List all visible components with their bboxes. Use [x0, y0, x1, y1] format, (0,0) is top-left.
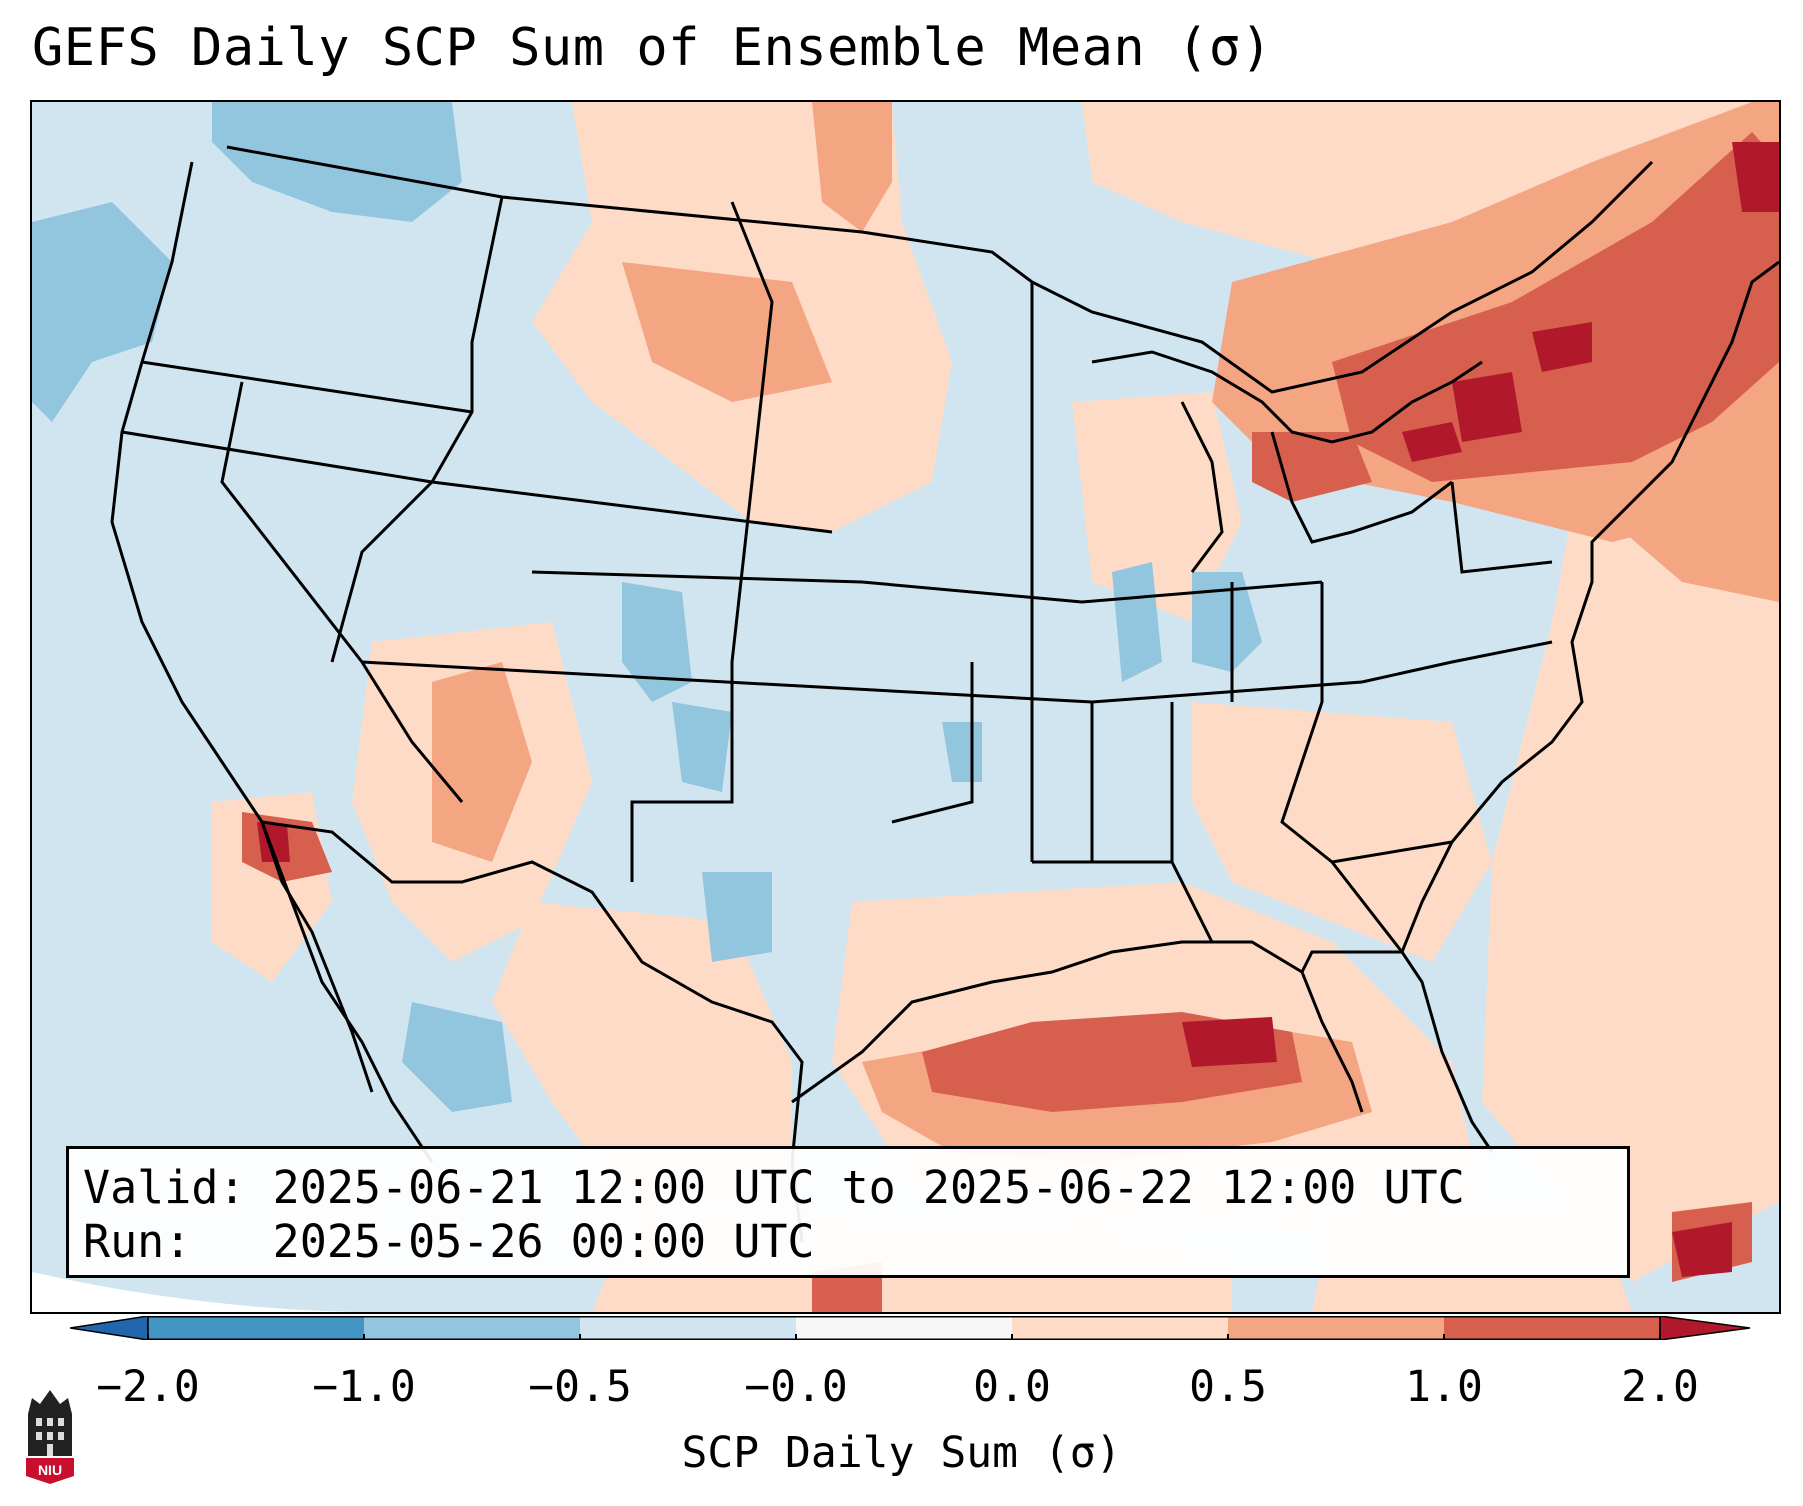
colorbar-tick-label: 0.5 [1189, 1362, 1267, 1412]
colorbar-bin-6 [1228, 1316, 1444, 1340]
colorbar-tick-label: 0.0 [973, 1362, 1051, 1412]
domain-edge [32, 1272, 432, 1312]
field-negative-mid [32, 102, 1262, 1112]
chart-title: GEFS Daily SCP Sum of Ensemble Mean (σ) [32, 18, 1273, 78]
run-info-box: Valid: 2025-06-21 12:00 UTC to 2025-06-2… [66, 1146, 1630, 1278]
colorbar-tick-label: −1.0 [312, 1362, 416, 1412]
colorbar-bin-5 [1012, 1316, 1228, 1340]
colorbar-tick-label: −2.0 [96, 1362, 200, 1412]
run-value: 2025-05-26 00:00 UTC [272, 1215, 815, 1268]
colorbar-label: SCP Daily Sum (σ) [681, 1428, 1122, 1478]
map-boundaries [110, 145, 1779, 1243]
colorbar-bin-4 [796, 1316, 1012, 1340]
logo-text: NIU [38, 1462, 62, 1478]
map-panel[interactable] [30, 100, 1781, 1314]
colorbar-outline [147, 1316, 1661, 1340]
run-line: Run: 2025-05-26 00:00 UTC [83, 1215, 1627, 1269]
colorbar-tick-label: 1.0 [1405, 1362, 1483, 1412]
valid-value: 2025-06-21 12:00 UTC to 2025-06-22 12:00… [272, 1161, 1465, 1214]
colorbar-tick-label: −0.0 [744, 1362, 848, 1412]
niu-logo-icon: NIU [26, 1390, 74, 1484]
colorbar-bin-2 [364, 1316, 580, 1340]
colorbar [70, 1316, 1750, 1340]
colorbar-bin-7 [1444, 1316, 1660, 1340]
run-label: Run: [83, 1215, 246, 1268]
valid-line: Valid: 2025-06-21 12:00 UTC to 2025-06-2… [83, 1161, 1627, 1215]
colorbar-tick-label: 2.0 [1621, 1362, 1699, 1412]
map-canvas [32, 102, 1779, 1312]
colorbar-extend-low [70, 1316, 149, 1340]
colorbar-bin-1 [148, 1316, 364, 1340]
colorbar-ticks [147, 1334, 1661, 1340]
colorbar-tick-label: −0.5 [528, 1362, 632, 1412]
field-positive-max [257, 142, 1779, 1277]
valid-label: Valid: [83, 1161, 246, 1214]
colorbar-bin-3 [580, 1316, 796, 1340]
colorbar-extend-high [1659, 1316, 1750, 1340]
